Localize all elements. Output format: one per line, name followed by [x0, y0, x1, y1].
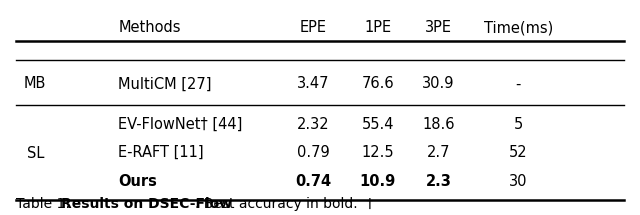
Text: SL: SL — [26, 146, 44, 161]
Text: 1PE: 1PE — [364, 20, 391, 35]
Text: Table 1:: Table 1: — [16, 197, 74, 211]
Text: -: - — [516, 76, 521, 91]
Text: 55.4: 55.4 — [362, 117, 394, 132]
Text: 76.6: 76.6 — [362, 76, 394, 91]
Text: 2.7: 2.7 — [427, 145, 450, 160]
Text: 0.74: 0.74 — [296, 174, 332, 189]
Text: 3PE: 3PE — [425, 20, 452, 35]
Text: 18.6: 18.6 — [422, 117, 454, 132]
Text: MB: MB — [24, 76, 46, 91]
Text: EPE: EPE — [300, 20, 327, 35]
Text: 2.3: 2.3 — [426, 174, 451, 189]
Text: EV-FlowNet† [44]: EV-FlowNet† [44] — [118, 117, 243, 132]
Text: Results on DSEC-Flow: Results on DSEC-Flow — [61, 197, 232, 211]
Text: 2.32: 2.32 — [298, 117, 330, 132]
Text: 12.5: 12.5 — [362, 145, 394, 160]
Text: . Best accuracy in bold.  †: . Best accuracy in bold. † — [195, 197, 374, 211]
Text: 30.9: 30.9 — [422, 76, 454, 91]
Text: 30: 30 — [509, 174, 527, 189]
Text: Ours: Ours — [118, 174, 157, 189]
Text: Methods: Methods — [118, 20, 181, 35]
Text: E-RAFT [11]: E-RAFT [11] — [118, 145, 204, 160]
Text: 52: 52 — [509, 145, 528, 160]
Text: 10.9: 10.9 — [360, 174, 396, 189]
Text: 0.79: 0.79 — [297, 145, 330, 160]
Text: 3.47: 3.47 — [298, 76, 330, 91]
Text: Time(ms): Time(ms) — [484, 20, 553, 35]
Text: 5: 5 — [514, 117, 523, 132]
Text: MultiCM [27]: MultiCM [27] — [118, 76, 212, 91]
